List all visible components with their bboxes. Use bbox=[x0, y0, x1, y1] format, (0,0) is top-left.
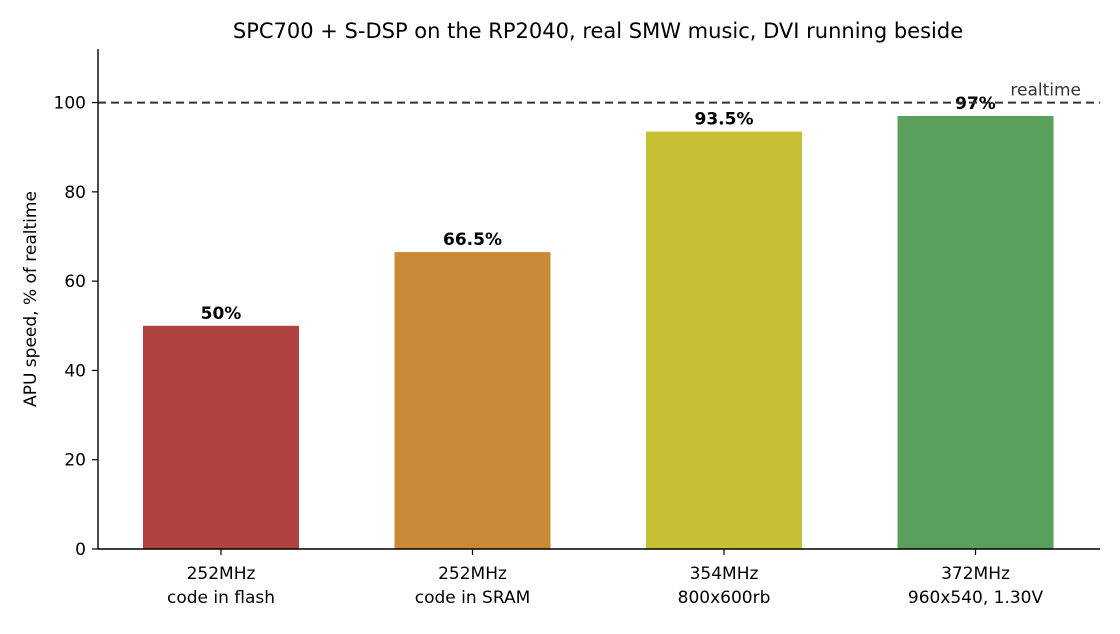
x-tick-label-3-line-2: 800x600rb bbox=[678, 588, 771, 608]
y-tick-label-40: 40 bbox=[64, 361, 86, 381]
y-tick-label-100: 100 bbox=[54, 94, 86, 114]
x-tick-label-4-line-2: 960x540, 1.30V bbox=[908, 588, 1044, 608]
y-tick-label-20: 20 bbox=[64, 451, 86, 471]
reference-line-label: realtime bbox=[1010, 81, 1081, 101]
bar-3 bbox=[646, 131, 802, 549]
x-tick-label-2-line-1: 252MHz bbox=[438, 564, 507, 584]
data-label-3: 93.5% bbox=[695, 110, 754, 130]
bar-4 bbox=[897, 115, 1054, 549]
chart-title: SPC700 + S-DSP on the RP2040, real SMW m… bbox=[233, 19, 963, 43]
y-tick-label-0: 0 bbox=[75, 540, 86, 560]
y-tick-label-80: 80 bbox=[64, 183, 86, 203]
y-axis-label: APU speed, % of realtime bbox=[21, 191, 41, 407]
x-tick-label-3-line-1: 354MHz bbox=[690, 564, 759, 584]
data-label-4: 97% bbox=[955, 94, 996, 114]
y-tick-label-60: 60 bbox=[64, 272, 86, 292]
data-label-2: 66.5% bbox=[443, 230, 502, 250]
bar-2 bbox=[394, 252, 551, 549]
x-tick-label-1-line-2: code in flash bbox=[167, 588, 275, 608]
x-tick-label-2-line-2: code in SRAM bbox=[415, 588, 531, 608]
data-label-1: 50% bbox=[201, 304, 242, 324]
x-tick-label-4-line-1: 372MHz bbox=[941, 564, 1010, 584]
bar-1 bbox=[143, 325, 299, 549]
x-tick-label-1-line-1: 252MHz bbox=[187, 564, 256, 584]
